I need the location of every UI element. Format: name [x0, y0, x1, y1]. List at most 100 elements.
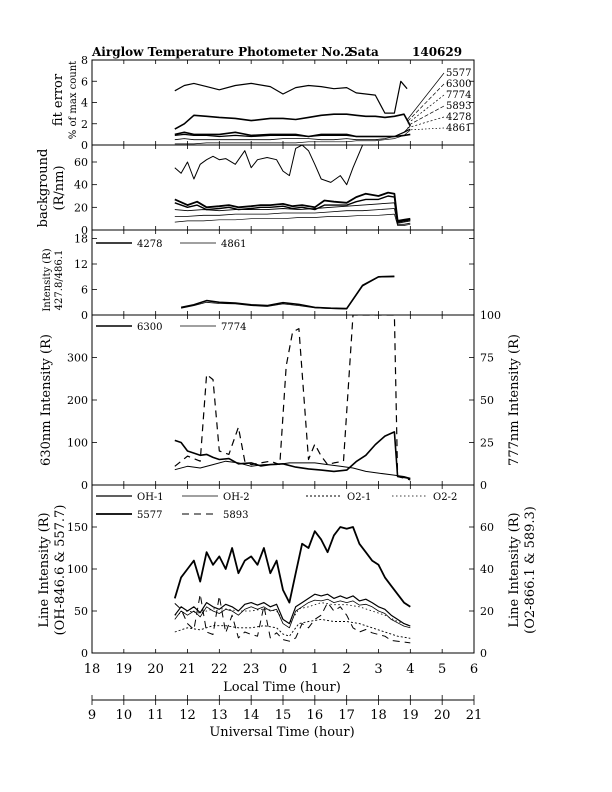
legend-label-4278: 4278	[446, 112, 471, 123]
legend-leader	[406, 83, 445, 123]
ylabel-777: 777nm Intensity (R)	[507, 334, 522, 466]
series-7774	[174, 460, 411, 479]
x-tick-label-local: 20	[147, 662, 164, 677]
legend-label-5893: 5893	[223, 510, 248, 521]
ylabel2-line-intensity: Line Intensity (R)	[507, 512, 522, 627]
y-tick-label: 8	[81, 54, 88, 67]
panel-frame	[91, 314, 475, 486]
series-777-dashed	[174, 315, 411, 481]
series-6300	[174, 431, 411, 480]
series-bg-3	[174, 195, 411, 223]
legend-label-O2-2: O2-2	[433, 492, 457, 503]
x-axis-ut: 9 10 11 12 13 14 15 16 17 18 19 20 21	[88, 695, 482, 723]
x-tick-label-ut: 10	[116, 708, 133, 723]
y2-tick-label: 0	[480, 479, 487, 492]
y-tick-label: 100	[67, 563, 88, 576]
legend-label-6300: 6300	[137, 322, 162, 333]
series-5893	[174, 593, 411, 644]
panel-intensity-630: 0 100 200 300 0 25 50 75 100 6300 7774	[67, 309, 501, 492]
y2-tick-label: 60	[480, 521, 494, 534]
legend-label-7774: 7774	[221, 322, 246, 333]
legend-label-4861: 4861	[446, 123, 471, 134]
y-tick-label: 0	[81, 479, 88, 492]
legend-label-7774: 7774	[446, 90, 471, 101]
x-tick-label-local: 4	[406, 662, 414, 677]
x-tick-label-ut: 9	[88, 708, 96, 723]
panel-background: 0 20 40 60	[74, 144, 475, 237]
panel-frame	[91, 144, 475, 231]
legend-label-4278: 4278	[137, 239, 162, 250]
legend-leader	[406, 116, 445, 129]
x-tick-label-local: 2	[343, 662, 351, 677]
x-tick-label-ut: 19	[402, 708, 419, 723]
panel-line-intensity: 0 50 100 150 0 20 40 60 OH-1 OH-2 O2-1 O2-2 5577 5893	[67, 484, 494, 660]
series-4861	[181, 276, 395, 310]
xlabel-ut: Universal Time (hour)	[209, 725, 354, 740]
x-tick-label-local: 18	[84, 662, 101, 677]
x-tick-label-local: 21	[179, 662, 196, 677]
series-bg-5	[174, 208, 411, 225]
series-O2-1	[174, 618, 411, 639]
x-tick-label-ut: 12	[179, 708, 196, 723]
x-tick-label-ut: 11	[147, 708, 164, 723]
ylabel2-line-intensity-sub: (O2-866.1 & 589.3)	[523, 506, 538, 634]
xlabel-local: Local Time (hour)	[223, 680, 341, 695]
y-tick-label: 6	[81, 75, 88, 88]
y2-tick-label: 75	[480, 352, 494, 365]
x-axis-local: 18 19 20 21 22 23 0 1 2 3 4 5 6	[84, 662, 478, 677]
y-tick-label: 300	[67, 352, 88, 365]
legend-leader	[406, 72, 445, 121]
y2-tick-label: 20	[480, 605, 494, 618]
y-tick-label: 12	[74, 258, 88, 271]
series-4278	[180, 275, 395, 310]
x-tick-label-local: 6	[470, 662, 478, 677]
x-tick-label-local: 3	[374, 662, 382, 677]
x-tick-label-ut: 14	[243, 708, 260, 723]
series-OH-1	[174, 593, 411, 627]
y-tick-label: 40	[74, 179, 88, 192]
ylabel2-fit-error: % of max count	[68, 61, 79, 139]
legend-label-5577: 5577	[137, 510, 162, 521]
y-tick-label: 18	[74, 233, 88, 246]
series-6300	[174, 80, 408, 114]
y-tick-label: 0	[81, 647, 88, 660]
y-tick-label: 0	[81, 139, 88, 152]
x-tick-label-local: 1	[311, 662, 319, 677]
series-7774	[174, 113, 412, 130]
y-tick-label: 0	[81, 309, 88, 322]
x-tick-label-ut: 20	[434, 708, 451, 723]
y-tick-label: 2	[81, 118, 88, 131]
legend-label-O2-1: O2-1	[347, 492, 371, 503]
ylabel-background: background	[36, 149, 51, 228]
y-tick-label: 50	[74, 605, 88, 618]
legend-label-5893: 5893	[446, 101, 471, 112]
title-site: Sata	[349, 45, 379, 59]
series-bg-6	[174, 213, 411, 226]
series-bg-4	[174, 202, 411, 224]
ylabel-630: 630nm Intensity (R)	[39, 334, 54, 466]
series-OH-2	[174, 598, 411, 629]
y-tick-label: 4	[81, 97, 88, 110]
ylabel-fit-error: fit error	[51, 73, 66, 126]
series-4861	[174, 129, 411, 145]
series-bg-2	[174, 191, 411, 222]
legend-label-OH-1: OH-1	[137, 492, 164, 503]
ylabel2-background: (R/nm)	[52, 165, 67, 210]
x-tick-label-ut: 21	[466, 708, 483, 723]
y-tick-label: 20	[74, 201, 88, 214]
title-date: 140629	[412, 45, 462, 59]
legend-label-6300: 6300	[446, 79, 471, 90]
series-5893	[174, 128, 411, 138]
y-tick-label: 6	[81, 284, 88, 297]
legend-leader	[406, 127, 445, 131]
panel-frame	[91, 59, 475, 146]
x-tick-label-ut: 13	[211, 708, 228, 723]
y2-tick-label: 25	[480, 437, 494, 450]
x-tick-label-ut: 18	[370, 708, 387, 723]
x-tick-label-local: 19	[116, 662, 133, 677]
y2-tick-label: 40	[480, 563, 494, 576]
x-tick-label-local: 0	[279, 662, 287, 677]
x-tick-label-ut: 16	[307, 708, 324, 723]
legend-label-5577: 5577	[446, 68, 471, 79]
